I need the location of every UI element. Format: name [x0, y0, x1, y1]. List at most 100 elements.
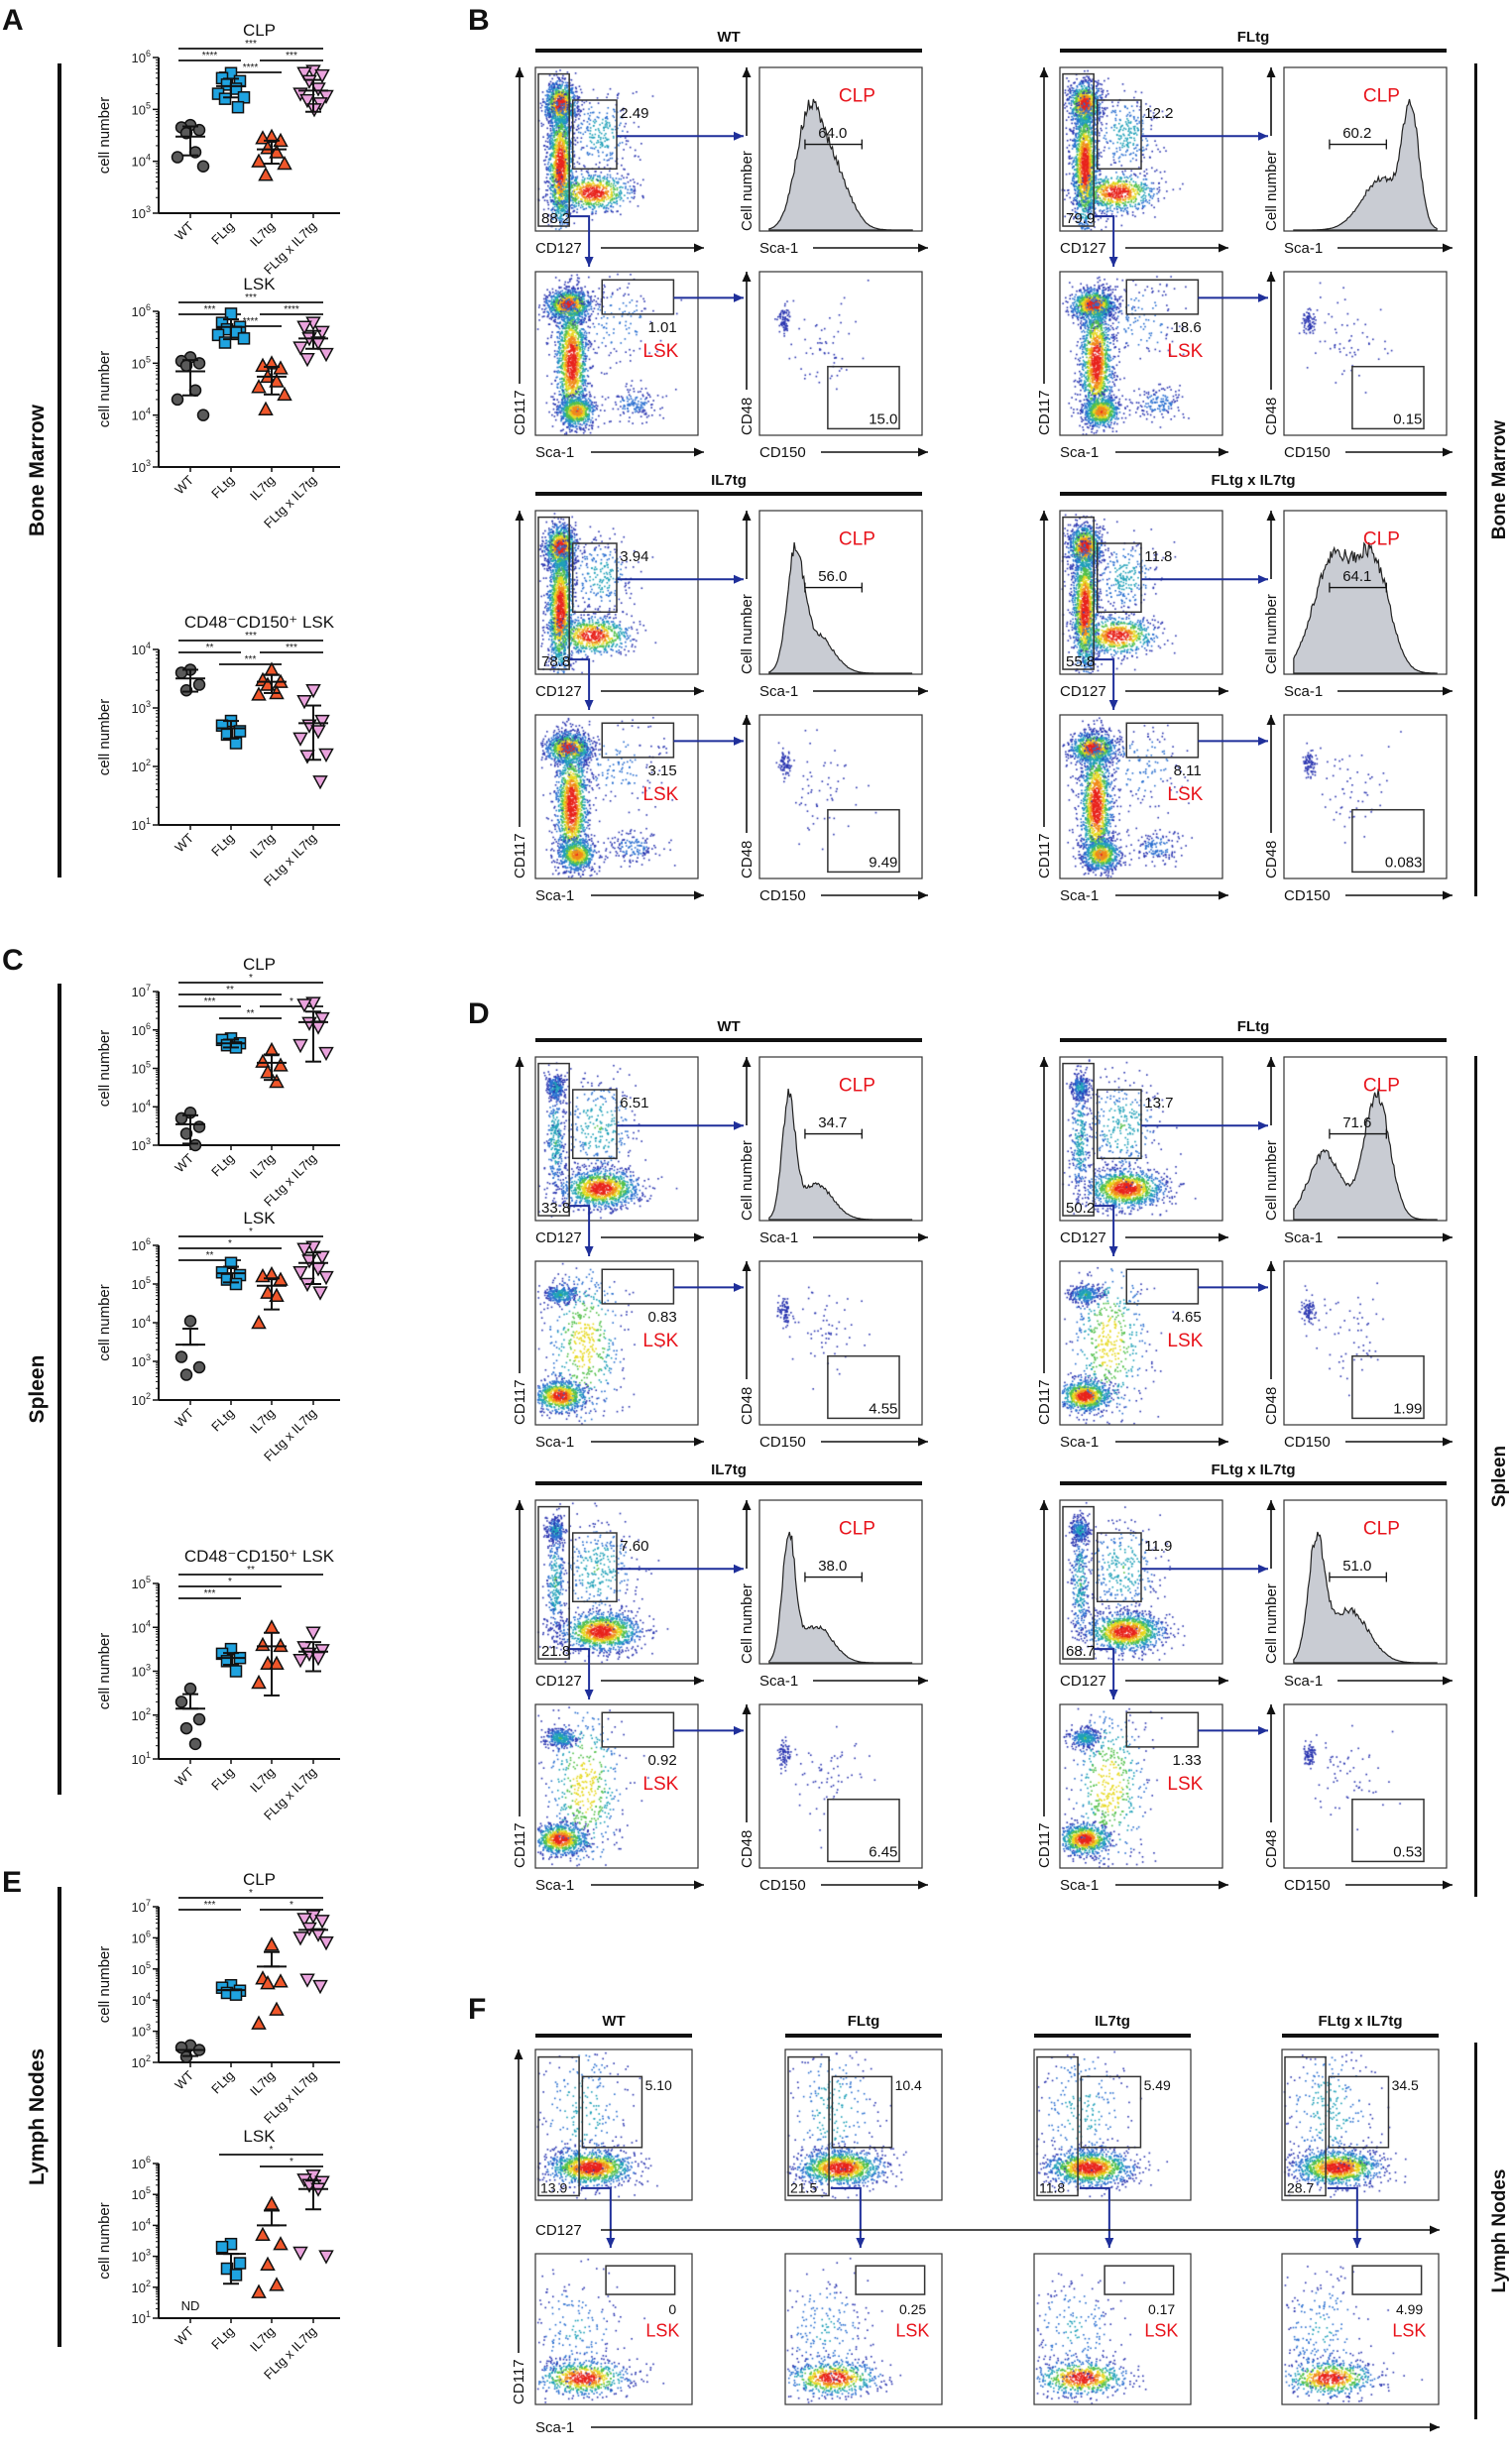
slam-gate: [827, 808, 900, 874]
y-axis-arrow: [515, 511, 524, 827]
data-point: [179, 1368, 193, 1381]
y-axis-arrow-head: [515, 1500, 524, 1510]
x-axis-arrow-head: [1219, 890, 1228, 900]
x-axis-label-sca1: Sca-1: [1060, 1877, 1099, 1894]
x-axis-arrow-head: [918, 890, 928, 900]
x-tick-label: IL7tg: [247, 2068, 278, 2099]
significance-label: ***: [204, 304, 216, 315]
y-axis-arrow: [1266, 1261, 1276, 1379]
clp-label: CLP: [1363, 529, 1400, 550]
genotype-header-bar: [1034, 2034, 1191, 2038]
y-tick-label: 103: [132, 2248, 151, 2265]
y-axis-arrow: [1039, 67, 1049, 384]
slam-gate-value: 0.083: [1385, 854, 1423, 871]
clp-gate-value: 34.5: [1392, 2077, 1419, 2093]
data-point: [188, 384, 202, 397]
lsk-gate-value: 18.6: [1172, 319, 1201, 336]
x-axis-arrow-head: [1443, 1232, 1453, 1242]
data-point: [251, 686, 267, 701]
x-axis-label-cd127: CD127: [535, 1229, 582, 1246]
tissue-bracket-right-lymph_nodes: [1474, 2043, 1477, 2419]
lsk-gate-value: 0.83: [647, 1309, 676, 1326]
series-wt: [174, 1682, 206, 1751]
data-point: [251, 2283, 267, 2298]
y-axis-arrow: [1266, 1500, 1276, 1569]
x-axis-arrow: [1345, 1437, 1453, 1447]
genotype-header-bar: [535, 1481, 922, 1485]
data-point: [314, 68, 330, 84]
y-axis-label-cd48: CD48: [1263, 841, 1280, 878]
slam-gate: [827, 1798, 900, 1863]
y-tick-label: 105: [132, 354, 151, 371]
slam-gate-value: 15.0: [869, 410, 897, 427]
gate-arrow-to-slam-plot: [673, 1282, 744, 1292]
histogram-gate-value: 56.0: [818, 568, 847, 585]
cd117-cd127-plot: [784, 2048, 943, 2201]
slam-gate-value: 6.45: [869, 1843, 897, 1860]
series-fltg-x-il7tg: [292, 683, 334, 790]
clp-gate: [1080, 2075, 1142, 2149]
clp-gate-value: 3.94: [620, 548, 648, 565]
y-tick-label: 106: [132, 49, 151, 65]
x-tick-label: WT: [172, 830, 196, 855]
x-tick-label: FLtg: [208, 1151, 237, 1180]
y-axis-arrow-head: [1266, 511, 1276, 521]
data-point: [305, 1626, 321, 1641]
x-axis-arrow: [591, 890, 704, 900]
cd48-cd150-plot: [1283, 271, 1448, 436]
lsk-gate: [1125, 722, 1200, 759]
series-il7tg: [251, 1619, 289, 1696]
sca1-histogram-plot: [1283, 1056, 1448, 1222]
y-tick-label: 102: [132, 1706, 151, 1723]
gate-arrow-to-lsk-plot-line: [1094, 658, 1115, 710]
data-point: [220, 2262, 234, 2276]
chart-title: CLP: [243, 1870, 276, 1889]
x-axis-label-cd127: CD127: [1060, 683, 1106, 700]
x-axis-label-cd127: CD127: [535, 2222, 582, 2239]
x-axis-arrow: [601, 243, 704, 253]
lsk-gate: [601, 722, 675, 759]
data-point: [269, 144, 285, 159]
cd117-sca1-plot: [1059, 714, 1223, 879]
x-axis-label-sca1: Sca-1: [1284, 1673, 1323, 1690]
x-axis-arrow-head: [694, 1676, 704, 1686]
significance-label: ***: [204, 996, 216, 1007]
data-point: [260, 1975, 276, 1990]
clp-label: CLP: [839, 1519, 875, 1540]
gate-arrow-to-slam-plot-head: [734, 1725, 744, 1735]
clp-gate: [571, 1532, 618, 1603]
data-point: [179, 683, 193, 697]
lin-neg-gate-value: 21.8: [541, 1643, 570, 1660]
gate-arrow-to-histogram-head: [1258, 131, 1268, 141]
x-axis-label-cd150: CD150: [759, 1434, 806, 1451]
x-axis-label-cd150: CD150: [759, 1877, 806, 1894]
data-point: [229, 1665, 243, 1678]
gate-arrow-to-slam-plot: [1198, 292, 1268, 302]
gate-arrow-to-lsk-plot-line: [580, 2186, 612, 2248]
data-point: [312, 1286, 328, 1301]
cd117-cd127-plot: [534, 66, 699, 232]
gate-arrow-to-slam-plot-head: [734, 1282, 744, 1292]
y-tick-label: 102: [132, 1391, 151, 1408]
data-point: [299, 93, 315, 109]
clp-label: CLP: [1363, 86, 1400, 107]
cd48-cd150-plot: [1283, 1260, 1448, 1426]
y-axis-arrow-head: [1039, 1057, 1049, 1067]
y-tick-label: 101: [132, 816, 151, 833]
x-axis-arrow-head: [694, 890, 704, 900]
data-point: [292, 1266, 308, 1281]
x-tick-label: FLtg: [208, 2324, 237, 2353]
lin-neg-gate: [1062, 72, 1095, 227]
clp-gate: [571, 1089, 618, 1160]
gate-arrow-to-lsk-plot: [1079, 2186, 1114, 2248]
y-tick-label: 107: [132, 1898, 151, 1915]
cd48-cd150-plot: [758, 1703, 923, 1869]
data-point: [269, 2001, 285, 2016]
y-axis-arrow: [515, 67, 524, 384]
y-tick-label: 106: [132, 1021, 151, 1038]
y-axis-arrow-head: [515, 1057, 524, 1067]
data-point: [188, 1737, 202, 1751]
y-axis-arrow-head: [742, 1057, 752, 1067]
cd48-cd150-plot: [1283, 1703, 1448, 1869]
